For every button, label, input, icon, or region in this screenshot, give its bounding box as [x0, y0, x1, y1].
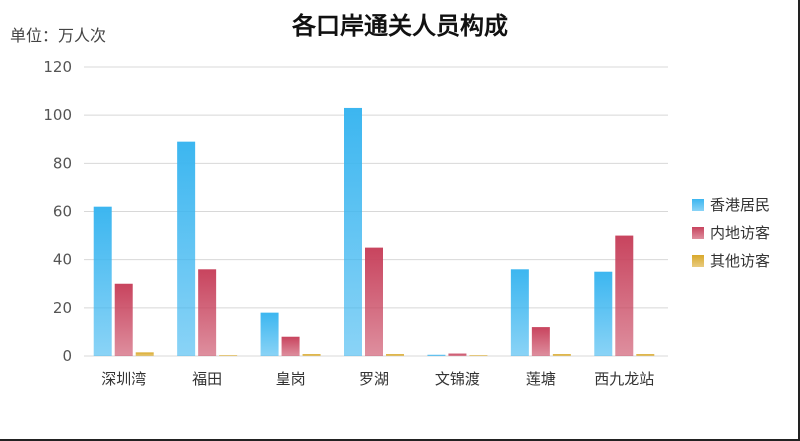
bar: [448, 353, 467, 356]
y-tick-label: 0: [62, 347, 72, 365]
legend-label: 香港居民: [710, 196, 770, 214]
bar: [636, 354, 655, 356]
bar: [114, 283, 133, 356]
y-tick-label: 60: [53, 203, 72, 221]
chart-title: 各口岸通关人员构成: [292, 12, 508, 40]
x-tick-label: 福田: [192, 370, 222, 388]
y-tick-label: 40: [53, 251, 72, 269]
y-tick-label: 80: [53, 154, 72, 172]
bar: [552, 354, 571, 356]
legend-swatch: [692, 255, 704, 267]
bar: [365, 247, 383, 356]
unit-label: 单位：万人次: [10, 26, 107, 45]
bar: [386, 354, 404, 356]
x-tick-label: 西九龙站: [594, 370, 654, 388]
bar: [135, 352, 154, 356]
bar: [469, 355, 488, 356]
bar: [260, 312, 279, 356]
legend-label: 其他访客: [710, 252, 770, 270]
bar: [93, 206, 112, 356]
bar: [510, 269, 529, 356]
y-tick-label: 20: [53, 299, 72, 317]
bar: [281, 336, 300, 356]
x-tick-label: 文锦渡: [435, 370, 480, 388]
bar: [594, 271, 613, 356]
legend-swatch: [692, 227, 704, 239]
bar-layer: [93, 107, 655, 356]
x-tick-label: 皇岗: [276, 370, 306, 388]
bar: [531, 327, 550, 356]
y-tick-label: 100: [43, 106, 72, 124]
x-tick-label: 罗湖: [359, 370, 389, 388]
bar: [177, 141, 196, 356]
y-tick-label: 120: [43, 58, 72, 76]
bar: [615, 235, 634, 356]
bar: [302, 354, 321, 356]
bar: [344, 107, 362, 356]
bar: [427, 354, 446, 356]
bar: [219, 355, 238, 356]
axis-layer: 0 20 40 60 80 100 120 深圳湾 福田 皇岗 罗湖 文锦渡 莲塘 西九龙站: [43, 58, 654, 388]
legend-swatch: [692, 199, 704, 211]
bar: [198, 269, 217, 356]
x-tick-label: 莲塘: [526, 370, 556, 388]
x-tick-label: 深圳湾: [101, 370, 146, 388]
legend-label: 内地访客: [710, 224, 770, 242]
